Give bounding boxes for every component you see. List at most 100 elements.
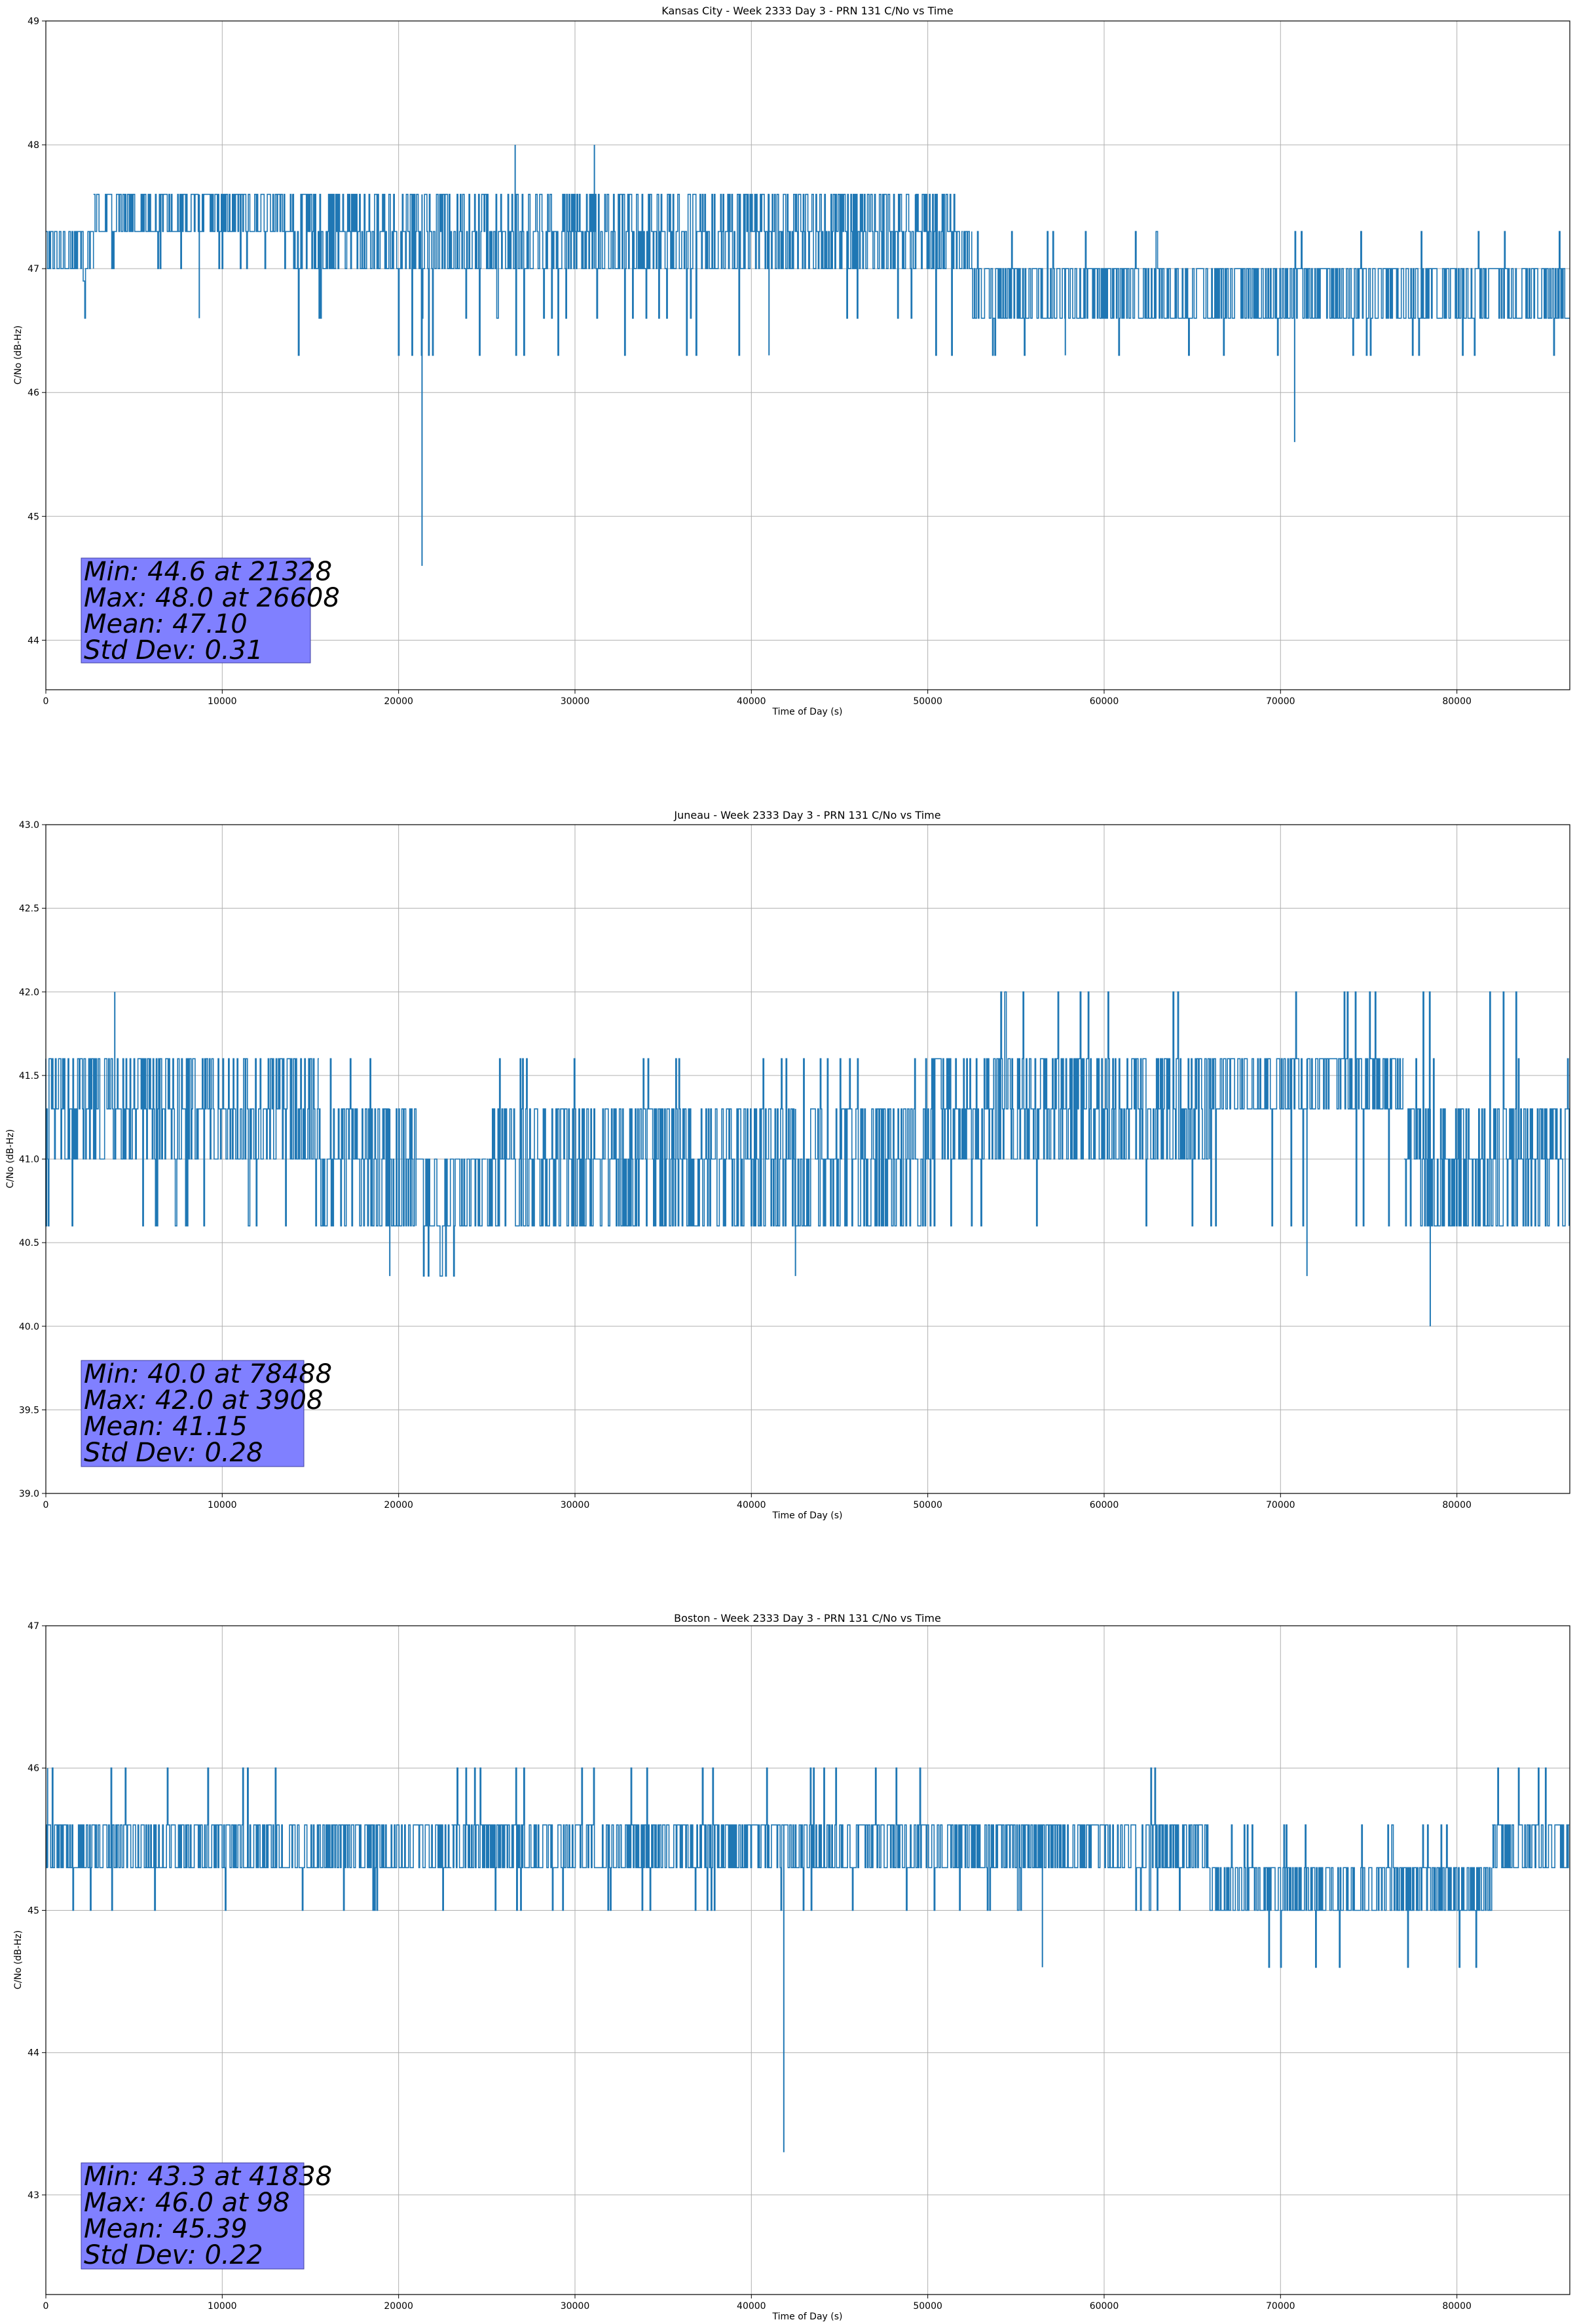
y-axis-label: C/No (dB-Hz) (13, 1930, 24, 1989)
x-axis-label: Time of Day (s) (772, 1510, 843, 1521)
plot-frame (45, 1625, 1570, 2295)
series-segment (487, 1058, 927, 1227)
stats-min: Min: 44.6 at 21328 (84, 557, 332, 587)
x-tick-label: 50000 (913, 2301, 942, 2312)
x-tick-label: 70000 (1266, 696, 1295, 707)
series-segment (1209, 991, 1404, 1227)
data-series (45, 991, 1570, 1326)
x-tick-label: 0 (43, 2301, 49, 2312)
axis-ticks: 0 10000 20000 30000 40000 50000 60000 70000 8000… (28, 1621, 1472, 2312)
x-axis-label: Time of Day (s) (772, 707, 843, 717)
series-segment (292, 193, 963, 356)
x-tick-label: 20000 (384, 2301, 413, 2312)
x-tick-label: 0 (43, 1500, 49, 1510)
stats-mean: Mean: 41.15 (84, 1412, 248, 1442)
stats-mean: Mean: 45.39 (84, 2214, 248, 2244)
y-tick-label: 46 (28, 1763, 39, 1774)
y-tick-label: 47 (28, 1621, 39, 1632)
stats-max: Max: 46.0 at 98 (84, 2188, 289, 2218)
y-tick-label: 39.0 (19, 1489, 39, 1499)
series-segment (46, 1767, 452, 1911)
x-tick-label: 30000 (561, 696, 590, 707)
stats-min: Min: 43.3 at 41838 (84, 2162, 332, 2192)
stats-box: Min: 40.0 at 78488 Max: 42.0 at 3908 Mea… (81, 1359, 332, 1468)
stats-box-background (81, 2162, 305, 2270)
chart-title: Boston - Week 2333 Day 3 - PRN 131 C/No … (674, 1612, 941, 1624)
series-segment (45, 1058, 319, 1227)
y-tick-label: 40.0 (19, 1322, 39, 1332)
x-tick-label: 10000 (208, 1500, 237, 1510)
y-tick-label: 47 (28, 264, 39, 274)
y-tick-label: 44 (28, 2048, 39, 2059)
x-tick-label: 80000 (1442, 696, 1472, 707)
x-tick-label: 60000 (1090, 1500, 1119, 1510)
stats-box-background (81, 557, 311, 664)
x-tick-label: 40000 (737, 696, 766, 707)
x-tick-label: 0 (43, 696, 49, 707)
x-tick-label: 60000 (1090, 2301, 1119, 2312)
x-tick-label: 60000 (1090, 696, 1119, 707)
stats-mean: Mean: 47.10 (84, 609, 248, 639)
y-tick-label: 41.0 (19, 1155, 39, 1165)
y-tick-label: 45 (28, 512, 39, 522)
stats-std-dev: Std Dev: 0.31 (84, 635, 263, 665)
x-tick-label: 70000 (1266, 1500, 1295, 1510)
x-tick-label: 80000 (1442, 1500, 1472, 1510)
chart-title: Kansas City - Week 2333 Day 3 - PRN 131 … (661, 5, 953, 17)
x-tick-label: 10000 (208, 2301, 237, 2312)
axis-ticks: 0 10000 20000 30000 40000 50000 60000 70000 8000… (28, 16, 1472, 707)
x-tick-label: 10000 (208, 696, 237, 707)
y-tick-label: 42.5 (19, 904, 39, 914)
data-series (46, 1767, 1570, 2152)
chart-panel-kansas-city: Kansas City - Week 2333 Day 3 - PRN 131 … (13, 5, 1570, 717)
series-segment (1209, 1824, 1493, 1968)
series-segment (416, 1158, 487, 1277)
y-tick-label: 42.0 (19, 987, 39, 998)
x-tick-label: 40000 (737, 1500, 766, 1510)
series-segment (451, 1767, 770, 1911)
series-segment (768, 1767, 1210, 1911)
series-segment (1492, 1767, 1570, 1869)
series-segment (963, 231, 973, 269)
x-tick-label: 80000 (1442, 2301, 1472, 2312)
stats-box-background (81, 1360, 305, 1467)
x-tick-label: 50000 (913, 696, 942, 707)
axis-ticks: 0 10000 20000 30000 40000 50000 60000 70000 8000… (19, 820, 1472, 1510)
chart-title: Juneau - Week 2333 Day 3 - PRN 131 C/No … (673, 809, 940, 821)
y-tick-label: 49 (28, 16, 39, 27)
stats-box: Min: 44.6 at 21328 Max: 48.0 at 26608 Me… (81, 557, 340, 665)
data-series (46, 145, 1570, 566)
chart-panel-juneau: Juneau - Week 2333 Day 3 - PRN 131 C/No … (5, 809, 1570, 1521)
x-tick-label: 70000 (1266, 2301, 1295, 2312)
stats-max: Max: 42.0 at 3908 (84, 1385, 323, 1415)
y-tick-label: 39.5 (19, 1405, 39, 1415)
stats-std-dev: Std Dev: 0.28 (84, 1438, 263, 1468)
series-segment (1403, 991, 1570, 1227)
x-tick-label: 40000 (737, 2301, 766, 2312)
y-tick-label: 40.5 (19, 1238, 39, 1248)
y-tick-label: 41.5 (19, 1071, 39, 1081)
stats-std-dev: Std Dev: 0.22 (84, 2240, 263, 2270)
x-tick-label: 20000 (384, 696, 413, 707)
chart-panel-boston: Boston - Week 2333 Day 3 - PRN 131 C/No … (13, 1612, 1570, 2322)
stats-min: Min: 40.0 at 78488 (84, 1359, 332, 1389)
y-tick-label: 43.0 (19, 820, 39, 831)
y-tick-label: 48 (28, 140, 39, 151)
y-axis-label: C/No (dB-Hz) (5, 1129, 16, 1188)
series-segment (927, 991, 1210, 1227)
series-segment (93, 193, 293, 269)
x-tick-label: 30000 (561, 2301, 590, 2312)
y-tick-label: 43 (28, 2190, 39, 2201)
stats-box: Min: 43.3 at 41838 Max: 46.0 at 98 Mean:… (81, 2162, 332, 2270)
plot-frame (45, 20, 1570, 690)
stats-max: Max: 48.0 at 26608 (84, 583, 340, 613)
x-tick-label: 20000 (384, 1500, 413, 1510)
y-tick-label: 45 (28, 1905, 39, 1916)
x-tick-label: 30000 (561, 1500, 590, 1510)
y-axis-label: C/No (dB-Hz) (13, 326, 24, 384)
y-tick-label: 46 (28, 388, 39, 398)
x-tick-label: 50000 (913, 1500, 942, 1510)
x-axis-label: Time of Day (s) (772, 2312, 843, 2322)
